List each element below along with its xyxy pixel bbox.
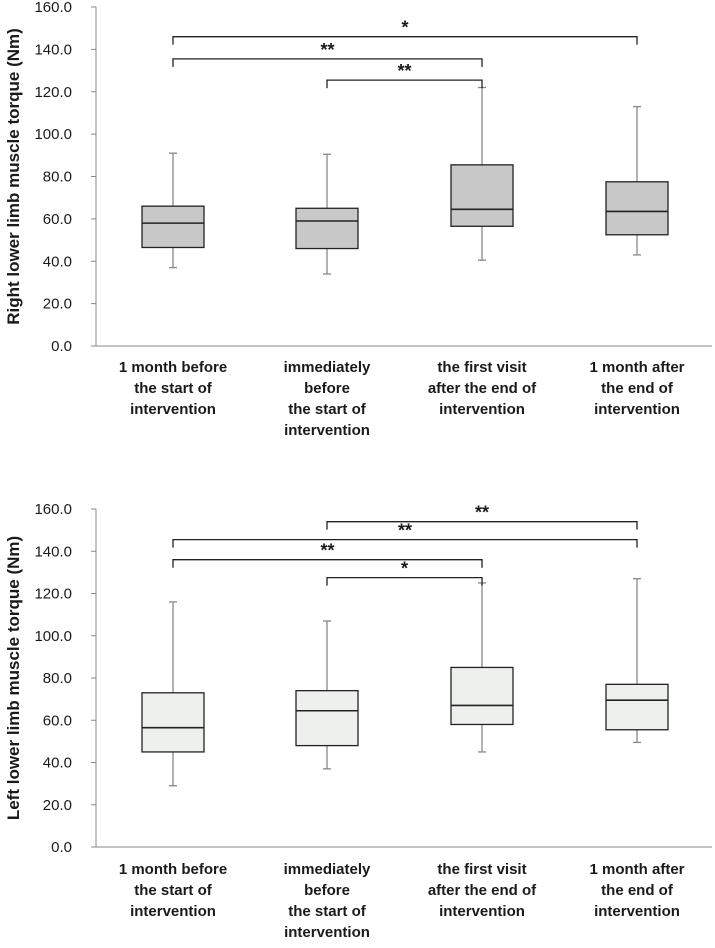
x-category-label-line: immediately: [284, 359, 371, 376]
y-tick-label: 60.0: [43, 211, 72, 228]
x-category-label: the first visit after the end of intervent…: [428, 359, 537, 418]
x-category-label-line: intervention: [130, 401, 216, 418]
bracket-line: [172, 58, 483, 67]
box-4: [605, 105, 669, 256]
x-category-label-line: 1 month after: [589, 359, 684, 376]
box-3: [450, 582, 514, 753]
y-tick-label: 40.0: [43, 755, 72, 772]
iqr-box: [295, 207, 359, 250]
bracket-line: [326, 79, 483, 89]
significance-label: **: [320, 40, 334, 60]
y-axis-label: Right lower limb muscle torque (Nm): [4, 28, 23, 325]
iqr-box: [450, 164, 514, 227]
x-category-label-line: intervention: [439, 401, 525, 418]
iqr-box: [605, 181, 669, 236]
significance-label: *: [401, 18, 408, 38]
y-tick-label: 80.0: [43, 670, 72, 687]
x-category-label-line: the end of: [601, 380, 674, 397]
x-category-label-line: 1 month before: [119, 359, 227, 376]
significance-bracket: **: [172, 40, 483, 67]
iqr-box: [141, 692, 205, 753]
x-category-label: 1 month before the start of intervention: [119, 359, 227, 418]
box-1: [141, 152, 205, 269]
y-tick-label: 140.0: [34, 41, 72, 58]
x-category-label-line: intervention: [594, 903, 680, 920]
significance-label: **: [397, 61, 411, 81]
x-category-label-line: the start of: [134, 882, 213, 899]
x-category-label: 1 month after the end of intervention: [589, 359, 684, 418]
significance-label: **: [398, 521, 412, 541]
x-category-label-line: after the end of: [428, 380, 537, 397]
iqr-box: [141, 205, 205, 249]
x-category-label-line: intervention: [284, 924, 370, 941]
x-category-label-line: immediately: [284, 861, 371, 878]
box-1: [141, 601, 205, 787]
iqr-box: [605, 683, 669, 731]
x-category-label-line: the end of: [601, 882, 674, 899]
y-tick-label: 120.0: [34, 84, 72, 101]
significance-bracket: **: [172, 521, 638, 548]
significance-label: *: [401, 559, 408, 579]
bracket-line: [326, 521, 638, 530]
x-category-label-line: intervention: [594, 401, 680, 418]
bracket-line: [326, 577, 483, 586]
box-2: [295, 620, 359, 770]
x-category-label-line: the first visit: [437, 359, 526, 376]
x-category-label-line: the start of: [288, 903, 367, 920]
y-tick-label: 0.0: [51, 338, 72, 355]
significance-bracket: **: [326, 61, 483, 89]
y-tick-label: 160.0: [34, 0, 72, 16]
y-tick-label: 20.0: [43, 797, 72, 814]
x-category-label-line: the first visit: [437, 861, 526, 878]
y-tick-label: 100.0: [34, 126, 72, 143]
x-category-label: 1 month after the end of intervention: [589, 861, 684, 920]
y-axis-label: Left lower limb muscle torque (Nm): [4, 536, 23, 820]
bracket-line: [172, 559, 483, 568]
x-category-label-line: intervention: [284, 422, 370, 439]
y-tick-label: 20.0: [43, 296, 72, 313]
x-category-label-line: 1 month after: [589, 861, 684, 878]
y-tick-label: 0.0: [51, 839, 72, 856]
x-category-label-line: the start of: [134, 380, 213, 397]
significance-bracket: **: [326, 503, 638, 530]
y-tick-label: 140.0: [34, 543, 72, 560]
box-2: [295, 153, 359, 275]
x-category-label-line: before: [304, 380, 350, 397]
x-category-label: the first visit after the end of intervent…: [428, 861, 537, 920]
bracket-line: [172, 36, 638, 45]
y-tick-label: 40.0: [43, 253, 72, 270]
chart-panel-2: 0.0 20.0 40.0 60.0 80.0 100.0 120.0 140.0 160.0 L…: [4, 501, 712, 941]
x-category-label-line: 1 month before: [119, 861, 227, 878]
x-category-label-line: intervention: [130, 903, 216, 920]
x-category-label-line: the start of: [288, 401, 367, 418]
y-tick-label: 60.0: [43, 712, 72, 729]
bracket-line: [172, 538, 638, 548]
y-tick-label: 100.0: [34, 628, 72, 645]
x-category-label-line: intervention: [439, 903, 525, 920]
x-category-label-line: after the end of: [428, 882, 537, 899]
significance-bracket: *: [172, 18, 638, 45]
significance-label: **: [475, 503, 489, 523]
y-tick-label: 160.0: [34, 501, 72, 518]
significance-label: **: [320, 541, 334, 561]
iqr-box: [450, 666, 514, 726]
y-tick-label: 120.0: [34, 586, 72, 603]
x-category-label: immediately before the start of interventio…: [284, 359, 371, 439]
box-3: [450, 86, 514, 261]
x-category-label-line: before: [304, 882, 350, 899]
chart-panel-1: 0.0 20.0 40.0 60.0 80.0 100.0 120.0 140.0 160.0 R…: [4, 0, 712, 439]
y-tick-label: 80.0: [43, 169, 72, 186]
x-category-label: 1 month before the start of intervention: [119, 861, 227, 920]
iqr-box: [295, 690, 359, 747]
significance-bracket: **: [172, 541, 483, 568]
box-4: [605, 578, 669, 744]
x-category-label: immediately before the start of interventio…: [284, 861, 371, 941]
significance-bracket: *: [326, 559, 483, 586]
